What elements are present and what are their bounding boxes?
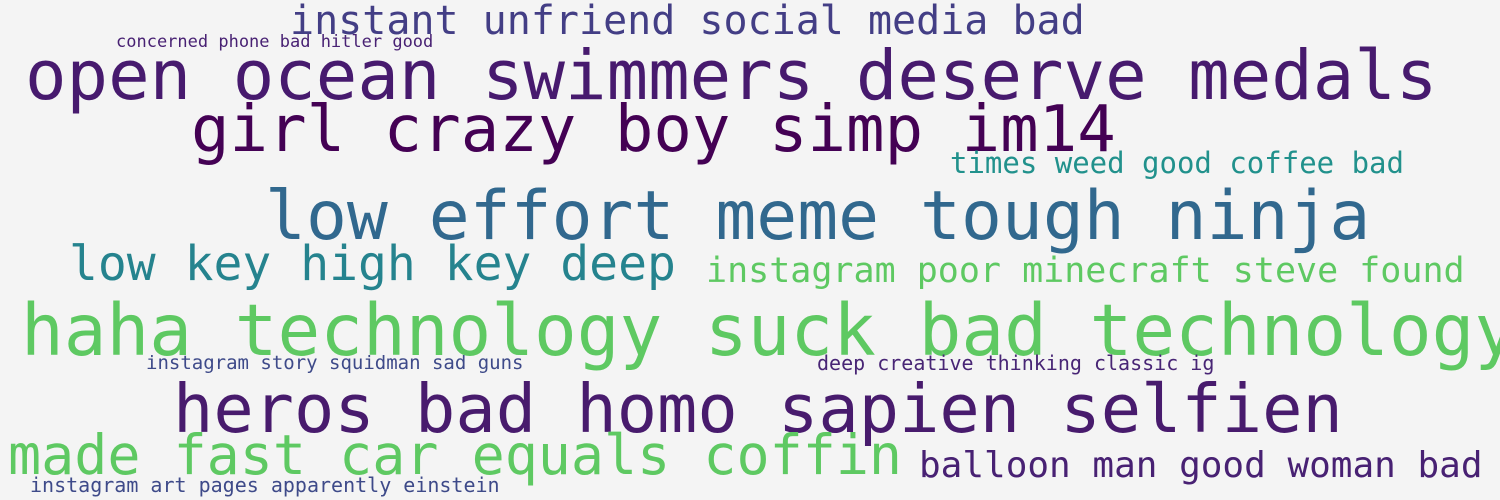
phrase-heros-bad: heros bad homo sapien selfien	[173, 370, 1343, 448]
phrase-instagram-story: instagram story squidman sad guns	[146, 352, 524, 374]
phrase-concerned-phone: concerned phone bad hitler good	[116, 32, 434, 52]
phrase-deep-creative: deep creative thinking classic ig	[817, 351, 1215, 375]
phrase-instagram-minecraft: instagram poor minecraft steve found	[706, 251, 1465, 291]
phrase-times-weed: times weed good coffee bad	[950, 146, 1404, 180]
phrase-balloon-man: balloon man good woman bad	[919, 445, 1483, 486]
phrase-open-ocean: open ocean swimmers deserve medals	[25, 36, 1438, 116]
phrase-instagram-art: instagram art pages apparently einstein	[30, 473, 500, 497]
phrase-low-effort-meme: low effort meme tough ninja	[265, 177, 1371, 256]
phrase-haha-technology: haha technology suck bad technology	[21, 289, 1500, 372]
phrase-girl-crazy: girl crazy boy simp im14	[191, 93, 1116, 167]
phrase-low-key-high-key: low key high key deep	[69, 236, 676, 292]
phrase-instant-unfriend: instant unfriend social media bad	[290, 0, 1085, 44]
phrase-made-fast-car: made fast car equals coffin	[8, 423, 903, 487]
